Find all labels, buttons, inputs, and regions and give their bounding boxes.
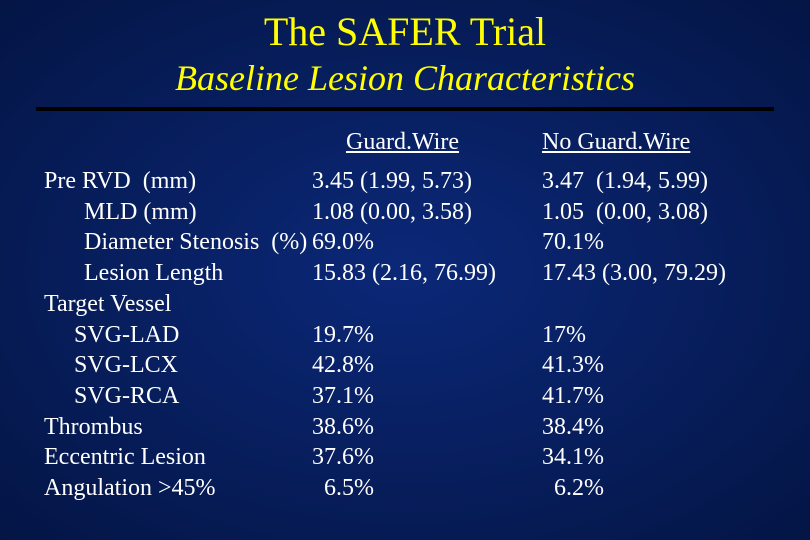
table-row: SVG-LAD19.7%17% xyxy=(44,320,766,351)
slide-title: The SAFER Trial xyxy=(0,0,810,55)
row-label: Lesion Length xyxy=(44,258,312,289)
row-label: SVG-LCX xyxy=(44,350,312,381)
slide-subtitle: Baseline Lesion Characteristics xyxy=(0,57,810,107)
row-label: MLD (mm) xyxy=(44,197,312,228)
table-row: SVG-LCX42.8%41.3% xyxy=(44,350,766,381)
row-value-1: 1.08 (0.00, 3.58) xyxy=(312,197,542,228)
row-value-1: 69.0% xyxy=(312,227,542,258)
row-value-1 xyxy=(312,289,542,320)
row-label: Eccentric Lesion xyxy=(44,442,312,473)
column-headers: Guard.Wire No Guard.Wire xyxy=(44,129,766,156)
table-row: Diameter Stenosis (%)69.0%70.1% xyxy=(44,227,766,258)
row-value-1: 19.7% xyxy=(312,320,542,351)
row-value-2: 41.7% xyxy=(542,381,604,412)
table-row: Eccentric Lesion37.6%34.1% xyxy=(44,442,766,473)
row-value-2: 3.47 (1.94, 5.99) xyxy=(542,166,708,197)
column-header-1: Guard.Wire xyxy=(312,129,542,156)
table-row: SVG-RCA37.1%41.7% xyxy=(44,381,766,412)
row-label: SVG-RCA xyxy=(44,381,312,412)
row-value-1: 15.83 (2.16, 76.99) xyxy=(312,258,542,289)
row-label: Thrombus xyxy=(44,412,312,443)
row-value-2: 17% xyxy=(542,320,586,351)
row-value-2: 1.05 (0.00, 3.08) xyxy=(542,197,708,228)
row-value-1: 42.8% xyxy=(312,350,542,381)
row-value-2: 70.1% xyxy=(542,227,604,258)
row-label: Target Vessel xyxy=(44,289,312,320)
row-value-1: 6.5% xyxy=(312,473,542,504)
row-value-2: 34.1% xyxy=(542,442,604,473)
row-label: Angulation >45% xyxy=(44,473,312,504)
table-row: Angulation >45% 6.5% 6.2% xyxy=(44,473,766,504)
row-value-2: 41.3% xyxy=(542,350,604,381)
data-rows: Pre RVD (mm)3.45 (1.99, 5.73)3.47 (1.94,… xyxy=(44,166,766,504)
table-row: Lesion Length15.83 (2.16, 76.99)17.43 (3… xyxy=(44,258,766,289)
column-header-2: No Guard.Wire xyxy=(542,129,690,156)
row-value-1: 3.45 (1.99, 5.73) xyxy=(312,166,542,197)
row-value-1: 37.1% xyxy=(312,381,542,412)
table-row: Pre RVD (mm)3.45 (1.99, 5.73)3.47 (1.94,… xyxy=(44,166,766,197)
row-label: SVG-LAD xyxy=(44,320,312,351)
row-label: Diameter Stenosis (%) xyxy=(44,227,312,258)
table-content: Guard.Wire No Guard.Wire Pre RVD (mm)3.4… xyxy=(0,129,810,504)
table-row: Target Vessel xyxy=(44,289,766,320)
row-value-2: 38.4% xyxy=(542,412,604,443)
row-value-2: 6.2% xyxy=(542,473,604,504)
divider-line xyxy=(36,107,774,111)
header-spacer xyxy=(44,129,312,156)
row-value-1: 37.6% xyxy=(312,442,542,473)
row-value-1: 38.6% xyxy=(312,412,542,443)
table-row: MLD (mm)1.08 (0.00, 3.58)1.05 (0.00, 3.0… xyxy=(44,197,766,228)
row-label: Pre RVD (mm) xyxy=(44,166,312,197)
table-row: Thrombus38.6%38.4% xyxy=(44,412,766,443)
row-value-2: 17.43 (3.00, 79.29) xyxy=(542,258,726,289)
